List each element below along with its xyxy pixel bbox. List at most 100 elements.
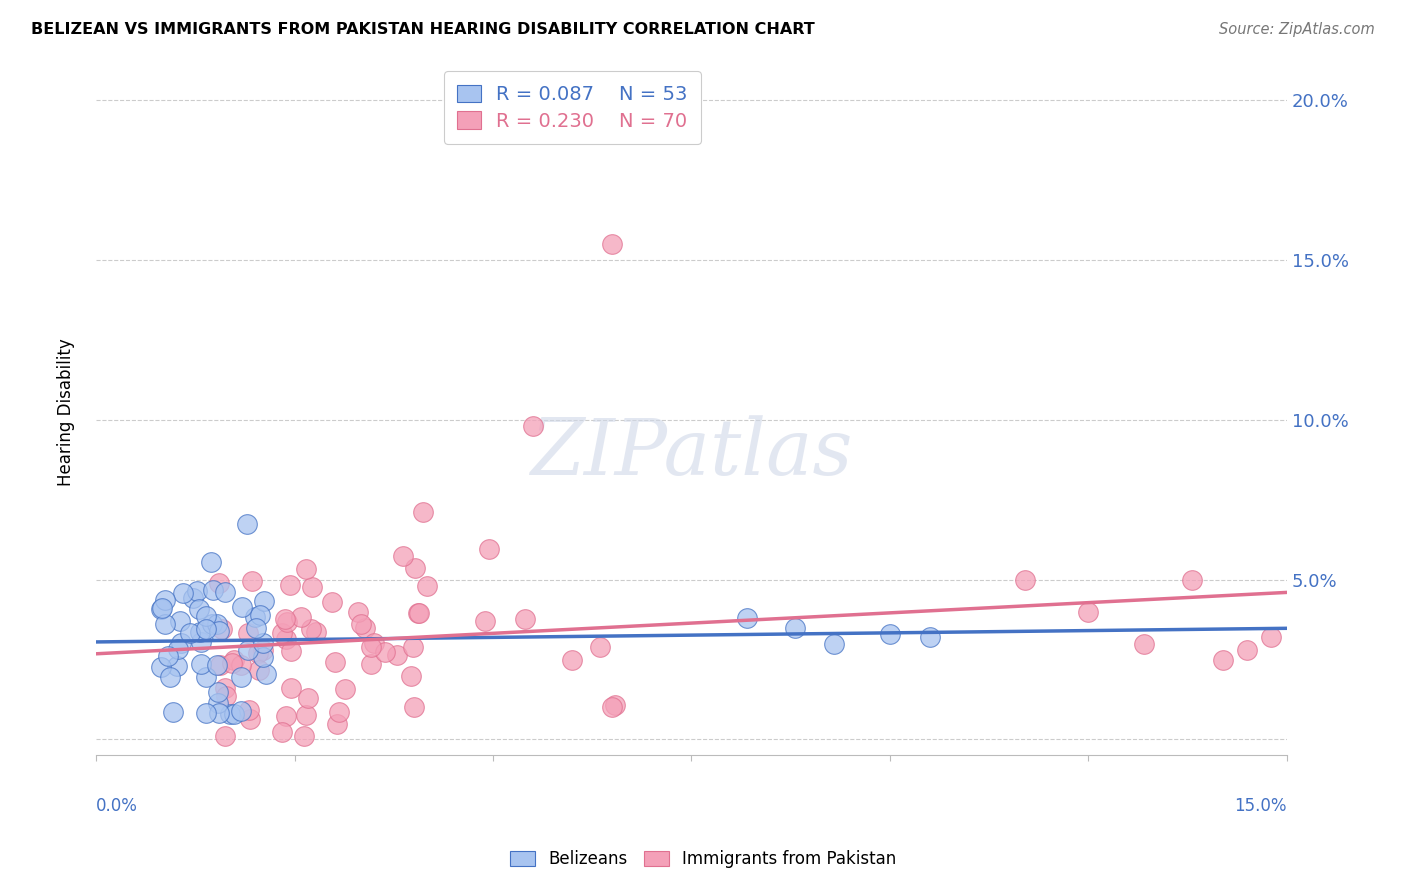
Point [276,632,298,646]
Point [1260,630,1282,644]
Point [221,656,243,670]
Point [271,625,294,640]
Point [252,636,274,650]
Point [589,640,612,654]
Point [150,601,173,615]
Point [325,655,347,669]
Point [522,419,544,434]
Point [207,685,229,699]
Point [276,615,298,629]
Point [374,645,396,659]
Point [153,592,176,607]
Point [236,517,259,532]
Point [280,643,302,657]
Point [399,668,422,682]
Point [194,670,217,684]
Text: 15.0%: 15.0% [1234,797,1286,814]
Point [195,623,218,637]
Point [215,689,238,703]
Point [254,667,277,681]
Point [229,657,252,672]
Point [823,636,845,650]
Point [245,621,267,635]
Point [1014,573,1036,587]
Point [190,657,212,671]
Point [274,612,297,626]
Point [328,705,350,719]
Legend: R = 0.087    N = 53, R = 0.230    N = 70: R = 0.087 N = 53, R = 0.230 N = 70 [444,71,702,145]
Point [157,649,180,664]
Point [333,682,356,697]
Point [412,506,434,520]
Point [1236,643,1258,657]
Point [222,653,245,667]
Point [252,642,274,657]
Point [297,690,319,705]
Point [195,706,218,720]
Point [290,610,312,624]
Point [219,706,242,721]
Point [208,575,231,590]
Point [179,625,201,640]
Point [349,617,371,632]
Point [239,712,262,726]
Point [294,562,316,576]
Point [214,729,236,743]
Point [169,636,191,650]
Point [222,707,245,722]
Point [149,602,172,616]
Point [238,626,260,640]
Point [186,583,208,598]
Point [231,599,253,614]
Point [1133,636,1156,650]
Point [205,658,228,673]
Point [280,578,302,592]
Point [166,658,188,673]
Y-axis label: Hearing Disability: Hearing Disability [58,338,75,486]
Point [879,627,901,641]
Point [271,724,294,739]
Point [149,660,172,674]
Point [167,642,190,657]
Point [205,616,228,631]
Text: Source: ZipAtlas.com: Source: ZipAtlas.com [1219,22,1375,37]
Point [252,650,274,665]
Point [169,614,191,628]
Point [209,657,232,672]
Point [299,623,322,637]
Point [1077,605,1099,619]
Point [600,700,623,714]
Point [190,635,212,649]
Point [194,608,217,623]
Point [603,698,626,713]
Point [249,607,271,622]
Point [1181,573,1204,587]
Point [385,648,408,663]
Point [735,611,758,625]
Point [183,591,205,605]
Text: ZIPatlas: ZIPatlas [530,415,852,491]
Point [253,594,276,608]
Legend: Belizeans, Immigrants from Pakistan: Belizeans, Immigrants from Pakistan [503,844,903,875]
Point [402,699,425,714]
Point [238,703,260,717]
Point [513,612,536,626]
Point [229,670,252,684]
Point [172,586,194,600]
Point [211,622,233,636]
Point [229,704,252,718]
Point [202,583,225,598]
Point [200,555,222,569]
Point [153,617,176,632]
Text: 0.0%: 0.0% [96,797,138,814]
Text: BELIZEAN VS IMMIGRANTS FROM PAKISTAN HEARING DISABILITY CORRELATION CHART: BELIZEAN VS IMMIGRANTS FROM PAKISTAN HEA… [31,22,814,37]
Point [347,605,370,619]
Point [402,640,425,654]
Point [360,640,382,654]
Point [247,663,270,677]
Point [918,630,941,644]
Point [391,549,413,564]
Point [292,729,315,743]
Point [363,636,385,650]
Point [354,621,377,635]
